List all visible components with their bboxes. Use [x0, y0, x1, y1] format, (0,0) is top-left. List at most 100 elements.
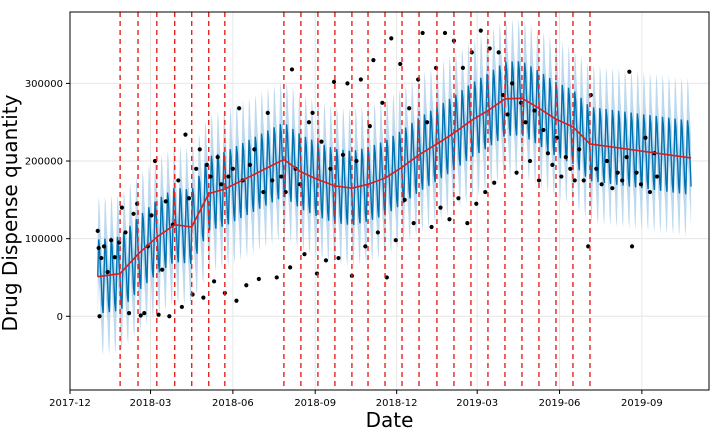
observed-point — [460, 65, 465, 70]
observed-point — [288, 265, 293, 270]
observed-point — [629, 244, 635, 249]
observed-point — [244, 283, 249, 288]
observed-point — [492, 180, 497, 185]
observed-point — [215, 155, 220, 160]
observed-point — [179, 304, 184, 310]
observed-point — [407, 106, 412, 111]
observed-point — [624, 155, 629, 160]
observed-point — [420, 30, 425, 36]
observed-point — [541, 127, 546, 133]
observed-point — [270, 178, 275, 183]
x-tick-label: 2019-03 — [456, 398, 498, 409]
observed-point — [96, 245, 101, 251]
observed-point — [265, 110, 270, 115]
observed-point — [367, 124, 372, 129]
observed-point — [442, 30, 448, 36]
observed-point — [186, 196, 192, 201]
observed-point — [371, 58, 376, 63]
observed-point — [252, 147, 257, 152]
observed-point — [340, 152, 346, 157]
y-tick-label: 0 — [57, 312, 63, 323]
forecast-path — [97, 61, 692, 314]
observed-point — [429, 224, 434, 230]
observed-point — [536, 178, 542, 183]
observed-point — [167, 314, 172, 319]
observed-point — [599, 182, 604, 187]
observed-point — [358, 77, 363, 82]
observed-point — [289, 67, 295, 72]
observed-point — [211, 279, 217, 284]
observed-point — [226, 174, 231, 179]
observed-point — [363, 244, 368, 249]
observed-point — [545, 151, 551, 156]
x-tick-label: 2018-12 — [376, 398, 418, 409]
observed-point — [634, 170, 639, 175]
observed-point — [527, 158, 533, 164]
observed-point — [247, 162, 252, 168]
y-tick-label: 100000 — [25, 234, 63, 245]
observed-point — [402, 197, 407, 202]
observed-point — [261, 189, 266, 195]
observed-point — [310, 110, 315, 115]
observed-point — [483, 189, 488, 195]
observed-point — [101, 244, 107, 249]
observed-point — [465, 221, 470, 226]
observed-point — [411, 221, 416, 226]
observed-point — [256, 276, 261, 282]
y-axis-label: Drug Dispense quantity — [0, 94, 22, 331]
observed-point — [306, 120, 312, 125]
x-axis-label: Date — [366, 408, 414, 432]
observed-point — [647, 189, 653, 195]
observed-point — [323, 258, 329, 263]
observed-point — [604, 158, 610, 164]
observed-point — [95, 228, 100, 233]
observed-point — [319, 139, 324, 144]
observed-point — [559, 174, 564, 179]
observed-point — [160, 267, 165, 272]
observed-point — [615, 170, 620, 175]
observed-point — [447, 217, 452, 222]
observed-point — [201, 295, 206, 300]
observed-point — [345, 81, 350, 86]
observed-point — [610, 186, 615, 191]
observed-point — [563, 155, 568, 160]
observed-point — [532, 108, 537, 113]
observed-point — [572, 178, 577, 183]
observed-point — [156, 312, 161, 317]
observed-point — [438, 205, 443, 210]
observed-point — [478, 28, 483, 33]
y-tick-label: 300000 — [25, 79, 63, 90]
observed-point — [152, 158, 158, 164]
observed-point — [474, 201, 479, 206]
observed-point — [142, 311, 147, 316]
observed-point — [375, 230, 380, 235]
observed-point — [550, 162, 555, 168]
observed-point — [123, 230, 128, 235]
observed-point — [496, 50, 501, 55]
observed-point — [237, 106, 242, 111]
observed-point — [219, 182, 224, 187]
observed-point — [204, 162, 210, 168]
observed-point — [510, 81, 515, 86]
changepoint-lines — [119, 12, 591, 390]
observed-point — [163, 199, 168, 204]
observed-point — [393, 238, 398, 243]
observed-point — [354, 158, 359, 164]
observed-point — [149, 213, 154, 218]
x-tick-label: 2018-06 — [212, 398, 254, 409]
observed-point — [119, 205, 125, 210]
observed-point — [384, 275, 389, 280]
observed-point — [105, 269, 110, 275]
observed-point — [131, 211, 136, 216]
observed-point — [279, 174, 284, 179]
observed-point — [586, 244, 591, 249]
observed-point — [398, 61, 403, 67]
observed-point — [194, 166, 199, 171]
x-tick-label: 2019-09 — [621, 398, 663, 409]
x-tick-label: 2019-06 — [539, 398, 581, 409]
observed-point — [336, 255, 341, 261]
observed-point — [581, 178, 586, 183]
observed-point — [112, 255, 117, 260]
observed-point — [514, 170, 519, 175]
